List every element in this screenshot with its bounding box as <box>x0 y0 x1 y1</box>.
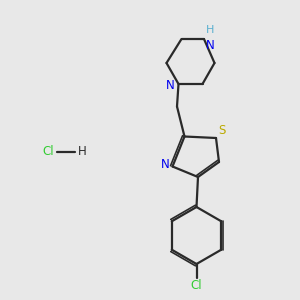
Text: N: N <box>161 158 170 172</box>
Text: N: N <box>206 39 214 52</box>
Text: Cl: Cl <box>191 279 202 292</box>
Text: H: H <box>78 145 87 158</box>
Text: H: H <box>206 26 214 35</box>
Text: N: N <box>166 79 175 92</box>
Text: Cl: Cl <box>42 145 54 158</box>
Text: S: S <box>218 124 226 136</box>
